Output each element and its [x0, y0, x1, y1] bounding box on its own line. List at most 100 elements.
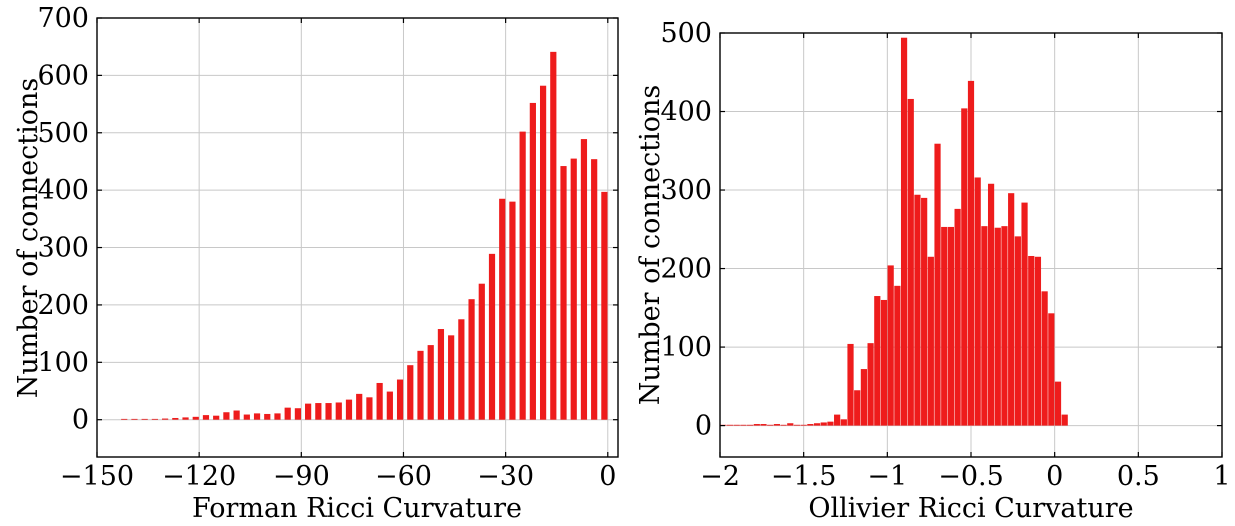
forman-bar [284, 407, 291, 420]
forman-bar [580, 139, 588, 420]
ollivier-bar [967, 80, 975, 426]
ollivier-bar [740, 424, 747, 426]
forman-bar [407, 365, 414, 420]
forman-bar [499, 198, 506, 420]
ollivier-bar [827, 421, 834, 426]
forman-bar [223, 412, 230, 420]
ollivier-x-axis-title: Ollivier Ricci Curvature [808, 493, 1133, 524]
ollivier-bar [1048, 313, 1055, 426]
ollivier-bar [733, 424, 740, 426]
forman-bar [376, 382, 383, 420]
ollivier-x-tick-label: −1.5 [771, 461, 837, 492]
forman-bar [488, 253, 496, 420]
ollivier-bar [800, 424, 807, 426]
ollivier-bar [1034, 256, 1042, 426]
forman-y-tick-label: 0 [72, 405, 89, 436]
ollivier-bar [847, 343, 854, 426]
ollivier-bar [780, 424, 787, 426]
ollivier-bars [720, 37, 1068, 426]
forman-bar [325, 403, 332, 420]
ollivier-x-tick-label: −1 [867, 461, 907, 492]
ollivier-bar [974, 177, 981, 426]
ollivier-bar [854, 390, 861, 426]
ollivier-y-tick-label: 300 [660, 175, 712, 206]
forman-y-tick-label: 700 [37, 3, 89, 34]
forman-bar [539, 85, 547, 420]
forman-bar [121, 418, 128, 420]
forman-bar [141, 418, 148, 420]
ollivier-histogram: −2 −1.5 −1 −0.5 0 0.5 1 0 100 200 300 400 500 Ollivi… [635, 18, 1231, 524]
forman-y-tick-label: 400 [37, 175, 89, 206]
ollivier-bar [941, 226, 948, 426]
ollivier-bar [753, 424, 760, 426]
ollivier-x-tick-label: 1 [1213, 461, 1230, 492]
forman-bar [172, 417, 179, 420]
ollivier-bar [807, 424, 814, 426]
forman-x-tick-label: −60 [375, 461, 432, 492]
ollivier-bar [894, 285, 901, 426]
forman-grid [96, 17, 618, 457]
ollivier-bar [900, 37, 908, 426]
forman-bar [233, 410, 240, 420]
ollivier-bar [914, 194, 921, 426]
forman-bar [345, 399, 353, 420]
ollivier-x-tick-label: −2 [700, 461, 740, 492]
ollivier-y-tick-label: 500 [660, 18, 712, 49]
ollivier-y-tick-label: 0 [695, 411, 712, 442]
forman-bar [192, 416, 199, 420]
forman-bar [366, 397, 373, 420]
forman-bar [591, 159, 598, 420]
ollivier-bar [767, 424, 774, 426]
ollivier-bar [961, 108, 968, 426]
forman-bar [601, 191, 608, 420]
ollivier-y-tick-label: 100 [660, 332, 712, 363]
forman-x-tick-label: −120 [162, 461, 236, 492]
ollivier-bar [927, 256, 934, 426]
forman-bar [427, 345, 434, 420]
ollivier-bar [867, 343, 874, 426]
ollivier-bar [787, 423, 794, 426]
ollivier-y-axis-title: Number of connections [635, 85, 666, 405]
forman-bar [448, 335, 455, 420]
ollivier-bar [773, 424, 780, 426]
forman-bar [478, 283, 485, 420]
ollivier-y-tick-label: 400 [660, 97, 712, 128]
ollivier-bar [987, 183, 995, 426]
forman-bar [509, 201, 516, 420]
ollivier-bar [880, 299, 888, 426]
forman-bar [529, 102, 536, 420]
forman-plot-frame [96, 17, 619, 458]
forman-bar [213, 415, 220, 420]
forman-bar [570, 158, 577, 420]
forman-bar [560, 166, 567, 420]
forman-bar [305, 403, 312, 420]
forman-y-tick-label: 300 [37, 233, 89, 264]
forman-bar [253, 413, 261, 420]
forman-bar [519, 131, 526, 420]
ollivier-bar [820, 422, 827, 426]
forman-x-tick-label: 0 [599, 461, 616, 492]
ollivier-x-tick-label: 0.5 [1117, 461, 1160, 492]
forman-bar [437, 329, 445, 420]
forman-bar [294, 408, 302, 420]
forman-bar [458, 319, 465, 420]
forman-bar [162, 418, 169, 420]
forman-ticks: −150 −120 −90 −60 −30 0 0 100 200 300 400 500 600 700 [37, 3, 618, 492]
forman-bar [356, 393, 363, 420]
forman-y-tick-label: 100 [37, 347, 89, 378]
ollivier-bar [747, 424, 754, 426]
ollivier-bar [1041, 291, 1048, 426]
ollivier-bar [1021, 202, 1028, 426]
ollivier-bar [994, 227, 1001, 426]
forman-y-tick-label: 200 [37, 290, 89, 321]
ollivier-bar [874, 296, 881, 426]
forman-bar [417, 350, 424, 420]
ollivier-bar [726, 424, 734, 426]
forman-bar [386, 391, 393, 420]
forman-x-tick-label: −30 [477, 461, 534, 492]
ollivier-x-tick-label: 0 [1046, 461, 1063, 492]
forman-bar [202, 415, 210, 420]
ollivier-bar [934, 143, 941, 426]
forman-bar [131, 418, 138, 420]
